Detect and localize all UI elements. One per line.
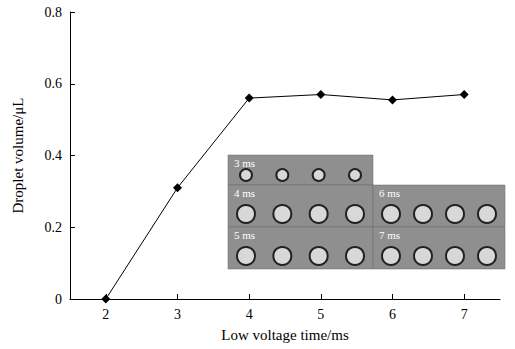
svg-text:0: 0 — [55, 292, 62, 307]
svg-text:6: 6 — [389, 307, 396, 322]
svg-text:Droplet volume/μL: Droplet volume/μL — [10, 98, 26, 214]
svg-text:6 ms: 6 ms — [379, 187, 400, 199]
svg-text:0.4: 0.4 — [45, 148, 63, 163]
svg-text:0.2: 0.2 — [45, 220, 63, 235]
svg-text:7: 7 — [461, 307, 468, 322]
svg-text:7 ms: 7 ms — [379, 229, 400, 241]
svg-text:Low voltage time/ms: Low voltage time/ms — [221, 327, 349, 343]
svg-text:0.8: 0.8 — [45, 5, 63, 20]
svg-text:3 ms: 3 ms — [234, 157, 255, 169]
svg-text:4 ms: 4 ms — [234, 187, 255, 199]
svg-text:5 ms: 5 ms — [234, 229, 255, 241]
svg-text:2: 2 — [102, 307, 109, 322]
svg-text:3: 3 — [174, 307, 181, 322]
svg-text:4: 4 — [246, 307, 253, 322]
svg-text:0.6: 0.6 — [45, 76, 63, 91]
svg-text:5: 5 — [317, 307, 324, 322]
